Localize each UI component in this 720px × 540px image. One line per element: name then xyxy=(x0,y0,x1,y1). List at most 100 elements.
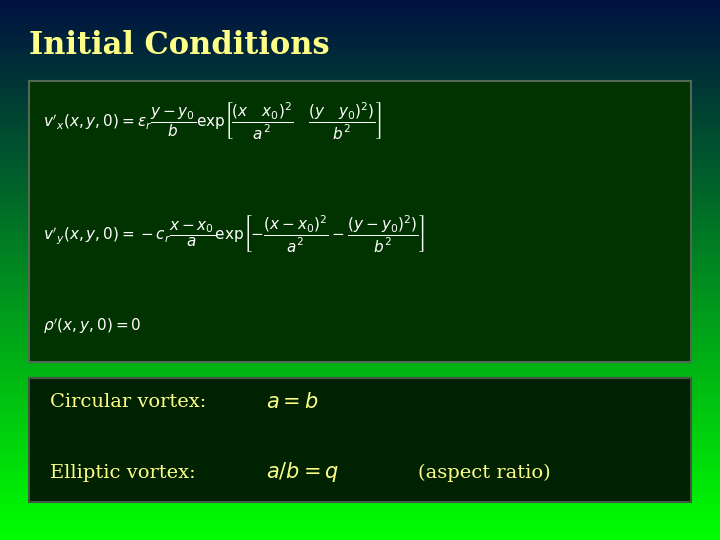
Bar xyxy=(0,147,720,150)
Bar xyxy=(0,220,720,221)
Bar xyxy=(0,155,720,157)
Bar xyxy=(0,23,720,25)
Bar xyxy=(0,209,720,211)
Bar xyxy=(0,324,720,326)
Bar xyxy=(0,471,720,474)
Bar xyxy=(0,535,720,536)
Bar xyxy=(0,22,720,23)
Bar xyxy=(0,4,720,5)
Bar xyxy=(0,238,720,239)
Bar xyxy=(0,317,720,319)
Bar xyxy=(0,390,720,393)
Bar xyxy=(0,39,720,42)
Bar xyxy=(0,525,720,528)
Bar xyxy=(0,174,720,177)
Bar xyxy=(0,7,720,9)
Bar xyxy=(0,261,720,263)
Bar xyxy=(0,299,720,301)
Bar xyxy=(0,275,720,277)
Bar xyxy=(0,258,720,259)
Bar xyxy=(0,5,720,7)
Text: $\rho'(x,y,0) = 0$: $\rho'(x,y,0) = 0$ xyxy=(43,317,142,336)
Bar xyxy=(0,434,720,436)
Bar xyxy=(0,241,720,243)
Bar xyxy=(0,151,720,153)
Bar xyxy=(0,9,720,11)
Bar xyxy=(0,270,720,272)
Bar xyxy=(0,536,720,538)
Bar xyxy=(0,126,720,128)
Bar xyxy=(0,137,720,139)
Bar xyxy=(0,99,720,101)
Bar xyxy=(0,484,720,486)
Bar xyxy=(0,339,720,340)
Bar xyxy=(0,225,720,227)
Bar xyxy=(0,252,720,254)
Bar xyxy=(0,488,720,490)
Bar xyxy=(0,216,720,218)
Bar xyxy=(0,90,720,92)
Bar xyxy=(0,140,720,142)
Bar xyxy=(0,106,720,108)
Bar xyxy=(0,167,720,169)
Bar xyxy=(0,423,720,425)
Bar xyxy=(0,204,720,205)
Bar xyxy=(0,223,720,225)
Bar xyxy=(0,286,720,288)
Bar xyxy=(0,340,720,342)
Bar xyxy=(0,326,720,328)
Bar xyxy=(0,133,720,135)
Bar xyxy=(0,142,720,144)
Bar xyxy=(0,309,720,312)
Bar xyxy=(0,228,720,231)
Bar xyxy=(0,290,720,292)
Bar xyxy=(0,387,720,389)
Bar xyxy=(0,405,720,407)
Bar xyxy=(0,196,720,198)
FancyBboxPatch shape xyxy=(29,81,691,362)
Bar xyxy=(0,130,720,131)
Bar xyxy=(0,448,720,450)
Bar xyxy=(0,362,720,363)
Bar xyxy=(0,356,720,358)
Bar xyxy=(0,61,720,63)
Bar xyxy=(0,313,720,315)
Bar xyxy=(0,425,720,427)
Bar xyxy=(0,214,720,216)
Bar xyxy=(0,468,720,470)
Bar xyxy=(0,247,720,248)
Bar xyxy=(0,417,720,420)
Bar xyxy=(0,369,720,371)
Bar xyxy=(0,79,720,81)
Bar xyxy=(0,16,720,18)
Bar xyxy=(0,189,720,191)
Bar xyxy=(0,263,720,265)
Bar xyxy=(0,66,720,69)
Bar xyxy=(0,504,720,506)
Bar xyxy=(0,490,720,491)
Bar xyxy=(0,457,720,459)
Bar xyxy=(0,524,720,525)
Bar xyxy=(0,173,720,174)
Bar xyxy=(0,32,720,34)
Bar xyxy=(0,403,720,405)
Bar xyxy=(0,373,720,374)
Bar xyxy=(0,520,720,522)
Bar xyxy=(0,358,720,360)
Bar xyxy=(0,157,720,158)
Bar xyxy=(0,43,720,45)
Bar xyxy=(0,367,720,369)
Bar xyxy=(0,77,720,79)
Bar xyxy=(0,398,720,400)
Bar xyxy=(0,466,720,468)
Bar xyxy=(0,182,720,184)
Bar xyxy=(0,115,720,117)
Bar xyxy=(0,103,720,104)
Bar xyxy=(0,495,720,497)
Bar xyxy=(0,304,720,306)
Text: Elliptic vortex:: Elliptic vortex: xyxy=(50,463,196,482)
Bar xyxy=(0,120,720,123)
Bar xyxy=(0,506,720,508)
Bar xyxy=(0,69,720,70)
Bar xyxy=(0,416,720,417)
